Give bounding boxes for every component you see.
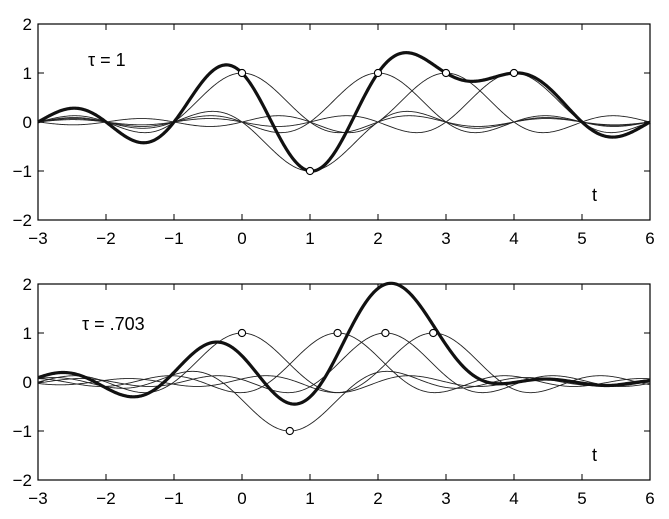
x-tick-label: 1 — [305, 229, 314, 248]
sample-marker — [509, 68, 519, 78]
x-tick-label: −1 — [164, 489, 183, 508]
x-tick-label: 6 — [645, 229, 654, 248]
x-tick-label: 5 — [577, 229, 586, 248]
pulse-line — [37, 72, 651, 134]
x-tick-label: −1 — [164, 229, 183, 248]
x-tick-label: 3 — [441, 489, 450, 508]
pulse-line — [37, 72, 651, 134]
pulse-line — [37, 332, 651, 394]
pulse-line — [37, 110, 651, 172]
x-tick-label: 1 — [305, 489, 314, 508]
xlabel-bottom: t — [592, 445, 597, 465]
y-tick-label: 1 — [23, 64, 32, 83]
pulse-line — [37, 72, 651, 134]
x-tick-label: 4 — [509, 489, 518, 508]
x-tick-label: 3 — [441, 229, 450, 248]
sample-marker — [305, 166, 315, 176]
sum-line — [37, 51, 651, 173]
samples-top — [237, 68, 519, 176]
x-tick-label: 0 — [237, 229, 246, 248]
sum-line — [37, 281, 651, 406]
curves-top — [37, 51, 651, 173]
y-tick-label: −1 — [13, 162, 32, 181]
x-tick-label: −3 — [28, 489, 47, 508]
x-tick-label: −2 — [96, 229, 115, 248]
pulse-line — [37, 72, 651, 134]
curves-bottom — [37, 281, 651, 432]
plot-frame-top — [37, 23, 651, 221]
pulse-line — [37, 332, 651, 394]
sample-marker — [237, 68, 247, 78]
x-tick-label: 2 — [373, 229, 382, 248]
x-tick-label: −3 — [28, 229, 47, 248]
sample-marker — [333, 328, 342, 338]
y-tick-label: 0 — [23, 373, 32, 392]
y-tick-label: −1 — [13, 422, 32, 441]
pulse-line — [37, 332, 651, 394]
xlabel-top: t — [592, 185, 597, 205]
x-tick-label: −2 — [96, 489, 115, 508]
x-tick-label: 5 — [577, 489, 586, 508]
x-tick-label: 0 — [237, 489, 246, 508]
y-tick-label: −2 — [13, 471, 32, 490]
sample-marker — [381, 328, 390, 338]
samples-bottom — [237, 328, 438, 436]
y-tick-label: −2 — [13, 211, 32, 230]
annotation-bottom: τ = .703 — [82, 314, 145, 334]
y-tick-label: 0 — [23, 113, 32, 132]
y-tick-label: 2 — [23, 15, 32, 34]
sample-marker — [237, 328, 247, 338]
sample-marker — [373, 68, 383, 78]
y-tick-label: 2 — [23, 275, 32, 294]
sample-marker — [429, 328, 438, 338]
sample-marker — [285, 426, 294, 436]
x-tick-label: 4 — [509, 229, 518, 248]
y-tick-label: 1 — [23, 324, 32, 343]
sample-marker — [441, 68, 451, 78]
x-tick-label: 2 — [373, 489, 382, 508]
x-tick-label: 6 — [645, 489, 654, 508]
annotation-top: τ = 1 — [88, 50, 126, 70]
